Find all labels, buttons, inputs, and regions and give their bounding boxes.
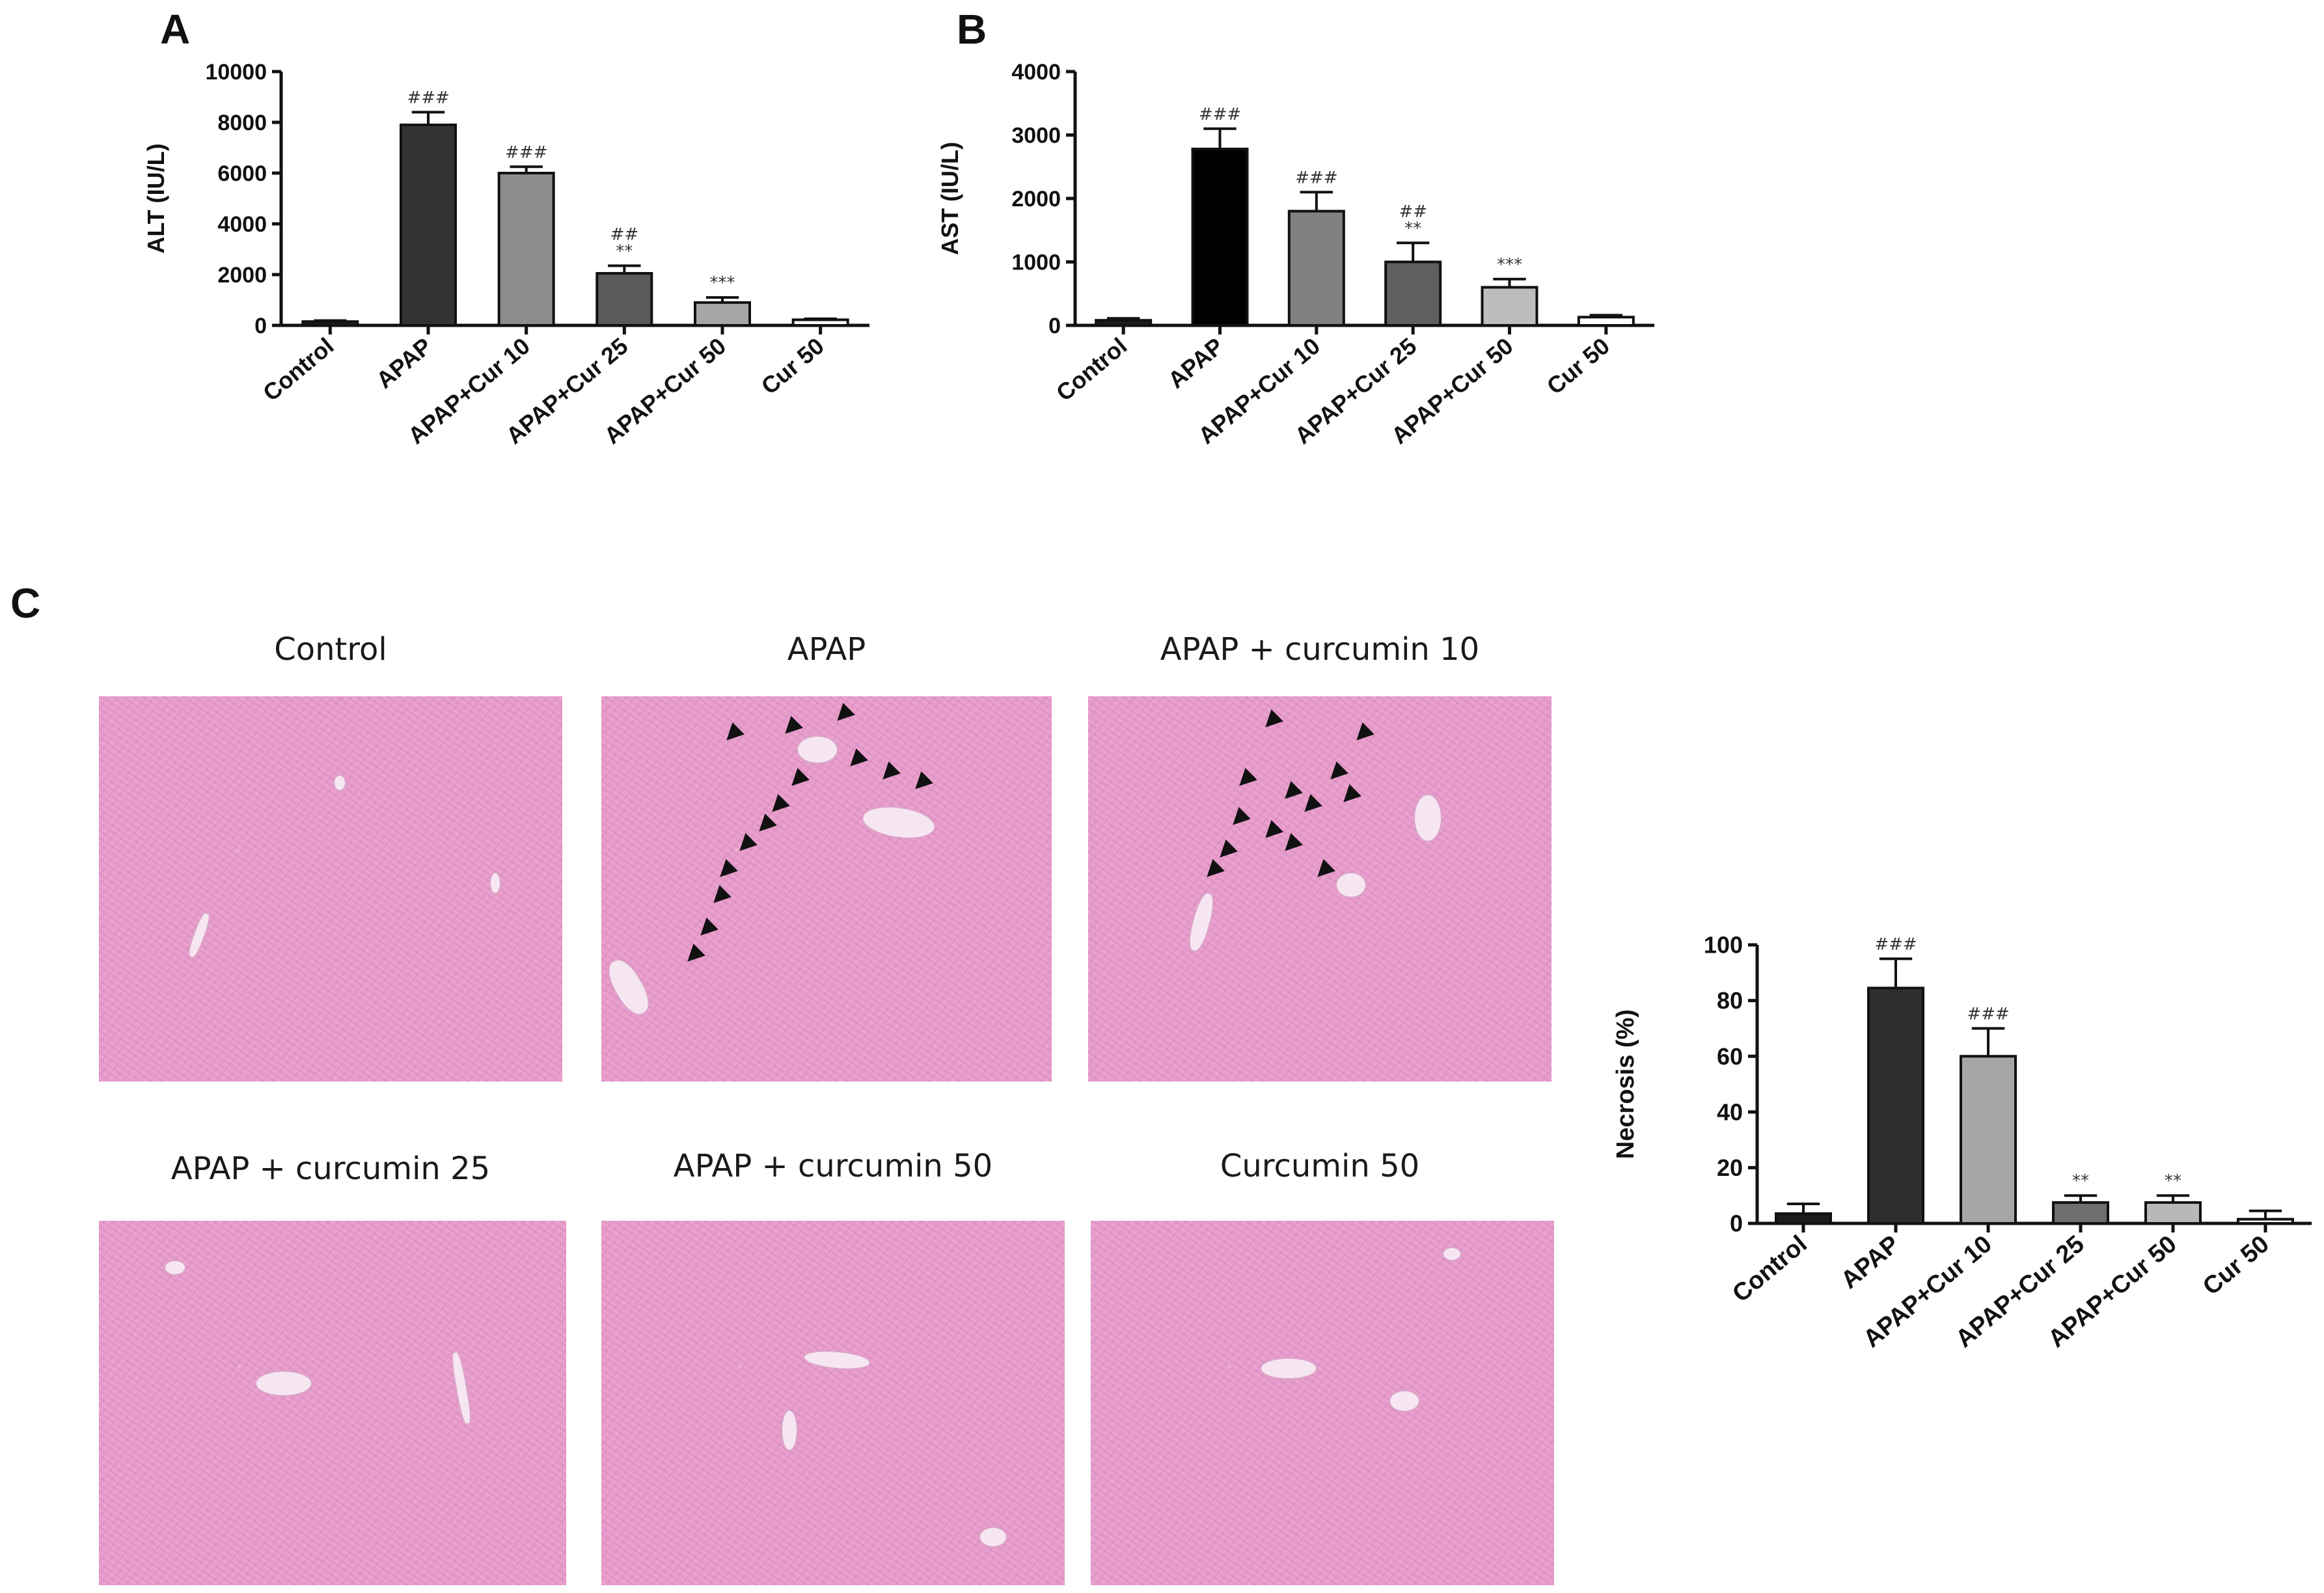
arrow-pointer-icon: ▼: [1335, 780, 1366, 811]
arrow-pointer-icon: ▼: [1224, 802, 1255, 834]
y-axis-label: ALT (IU/L): [143, 143, 169, 253]
y-tick-label: 20: [1717, 1154, 1743, 1181]
y-tick-label: 40: [1717, 1098, 1743, 1125]
significance-label: **: [616, 241, 633, 261]
micrograph-apap-cur25: [99, 1221, 566, 1585]
arrow-pointer-icon: ▼: [776, 711, 808, 742]
micrograph-apap-cur10: ▼ ▼ ▼ ▼ ▼ ▼ ▼ ▼ ▼ ▼ ▼ ▼ ▼: [1088, 696, 1552, 1082]
bar: [1481, 286, 1538, 327]
bar: [497, 172, 555, 327]
y-tick-label: 6000: [217, 161, 267, 186]
significance-label: ##: [1399, 202, 1427, 221]
y-axis-label: Necrosis (%): [1612, 1009, 1639, 1159]
arrow-pointer-icon: ▼: [783, 763, 814, 795]
micrograph-curcumin50: [1091, 1221, 1554, 1585]
y-tick-label: 4000: [1011, 60, 1061, 85]
significance-label: ###: [1199, 105, 1241, 124]
arrow-pointer-icon: ▼: [731, 828, 762, 860]
x-category-label: Control: [1727, 1231, 1812, 1308]
y-tick-label: 0: [1730, 1210, 1743, 1237]
arrow-pointer-icon: ▼: [1348, 718, 1379, 749]
arrow-pointer-icon: ▼: [711, 854, 743, 886]
arrow-pointer-icon: ▼: [907, 767, 938, 798]
significance-label: ###: [505, 143, 547, 162]
significance-label: **: [1404, 219, 1421, 238]
panel-label-c: C: [10, 580, 41, 627]
y-tick-label: 60: [1717, 1043, 1743, 1070]
micrograph-control: [99, 696, 562, 1082]
arrow-pointer-icon: ▼: [1276, 828, 1307, 860]
bar: [1867, 987, 1924, 1225]
bar: [2052, 1201, 2109, 1225]
arrow-pointer-icon: ▼: [1296, 789, 1327, 821]
bar: [2144, 1201, 2202, 1225]
y-tick-label: 100: [1704, 932, 1743, 959]
arrow-pointer-icon: ▼: [679, 939, 710, 970]
significance-label: ##: [610, 225, 639, 244]
arrow-pointer-icon: ▼: [828, 698, 860, 729]
y-tick-label: 1000: [1011, 250, 1061, 275]
micrograph-title-apap: APAP: [787, 631, 866, 668]
y-tick-label: 4000: [217, 212, 267, 237]
y-tick-label: 2000: [1011, 187, 1061, 211]
significance-label: ###: [407, 88, 449, 107]
arrow-pointer-icon: ▼: [841, 744, 873, 775]
bar: [1960, 1055, 2017, 1225]
arrow-pointer-icon: ▼: [1322, 757, 1353, 788]
bar: [2237, 1218, 2294, 1225]
arrow-pointer-icon: ▼: [874, 757, 905, 788]
y-axis-label: AST (IU/L): [936, 142, 963, 255]
significance-label: ###: [1295, 168, 1337, 187]
bar: [1384, 260, 1442, 327]
x-category-label: Cur 50: [2198, 1231, 2275, 1301]
micrograph-apap-cur50: [601, 1221, 1065, 1585]
arrow-pointer-icon: ▼: [692, 913, 723, 944]
y-tick-label: 10000: [205, 60, 267, 85]
panel-label-a: A: [160, 6, 191, 53]
arrow-pointer-icon: ▼: [718, 718, 749, 749]
micrograph-title-curcumin50: Curcumin 50: [1220, 1148, 1420, 1184]
y-tick-label: 8000: [217, 111, 267, 135]
arrow-pointer-icon: ▼: [1257, 705, 1288, 736]
panel-label-b: B: [957, 6, 987, 53]
micrograph-title-apap-cur25: APAP + curcumin 25: [171, 1150, 491, 1187]
y-tick-label: 2000: [217, 263, 267, 288]
micrograph-title-apap-cur50: APAP + curcumin 50: [673, 1148, 993, 1184]
bar: [1287, 210, 1345, 327]
micrograph-title-control: Control: [274, 631, 387, 668]
arrow-pointer-icon: ▼: [1231, 763, 1262, 795]
significance-label: ###: [1874, 934, 1917, 954]
arrow-pointer-icon: ▼: [705, 880, 736, 912]
significance-label: ###: [1967, 1004, 2009, 1024]
y-tick-label: 80: [1717, 987, 1743, 1014]
y-tick-label: 0: [254, 314, 267, 338]
micrograph-title-apap-cur10: APAP + curcumin 10: [1160, 631, 1480, 668]
significance-label: **: [2165, 1171, 2181, 1191]
bar: [1775, 1212, 1832, 1225]
y-tick-label: 3000: [1011, 123, 1061, 148]
y-tick-label: 0: [1048, 314, 1061, 338]
x-category-label: APAP: [1836, 1231, 1905, 1294]
significance-label: ***: [710, 273, 735, 293]
significance-label: **: [2072, 1171, 2089, 1191]
micrograph-apap: ▼ ▼ ▼ ▼ ▼ ▼ ▼ ▼ ▼ ▼ ▼ ▼ ▼ ▼: [601, 696, 1052, 1082]
arrow-pointer-icon: ▼: [1309, 854, 1340, 886]
significance-label: ***: [1497, 255, 1522, 275]
